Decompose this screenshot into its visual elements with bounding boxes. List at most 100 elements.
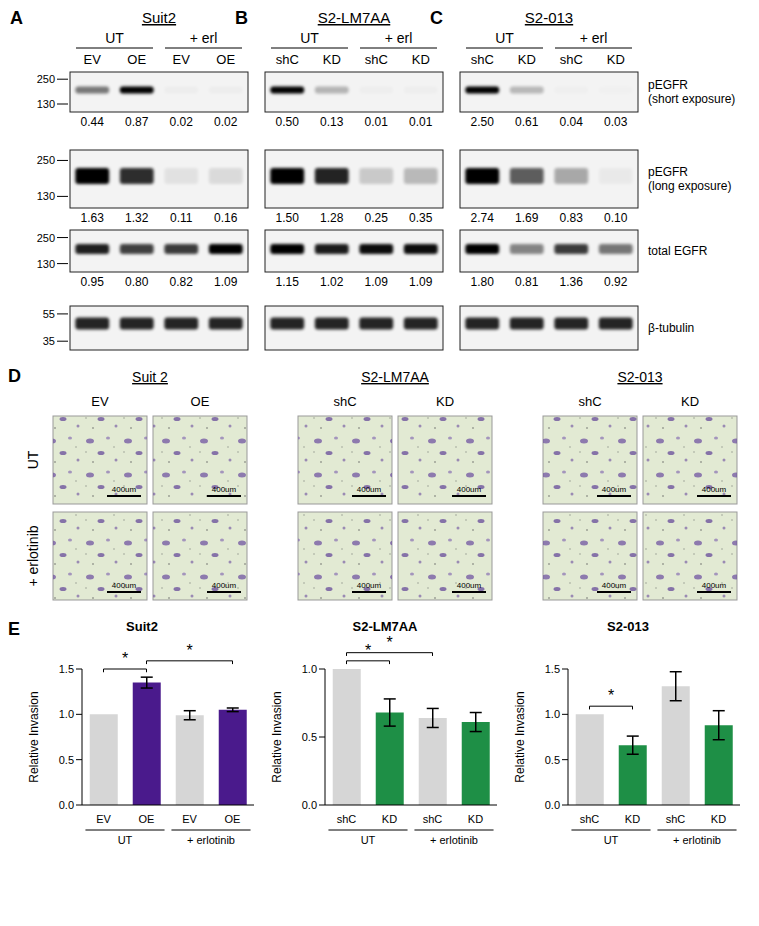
svg-text:+ erl: + erl (580, 30, 608, 46)
svg-text:D: D (8, 366, 21, 386)
svg-text:400um: 400um (457, 581, 482, 590)
svg-text:EV: EV (84, 52, 102, 67)
svg-text:shC: shC (580, 813, 600, 825)
svg-text:shC: shC (423, 813, 443, 825)
svg-text:1.02: 1.02 (320, 275, 344, 289)
svg-text:*: * (122, 650, 128, 667)
svg-text:1.0: 1.0 (545, 708, 560, 720)
svg-text:1.0: 1.0 (302, 663, 317, 675)
svg-text:0.01: 0.01 (365, 115, 389, 129)
svg-text:250: 250 (37, 154, 55, 166)
svg-text:UT: UT (495, 30, 514, 46)
svg-text:0.92: 0.92 (604, 275, 628, 289)
svg-text:0.01: 0.01 (409, 115, 433, 129)
svg-text:400um: 400um (602, 581, 627, 590)
svg-text:0.13: 0.13 (320, 115, 344, 129)
svg-text:Relative Invasion: Relative Invasion (270, 691, 284, 782)
svg-text:130: 130 (37, 258, 55, 270)
svg-text:1.5: 1.5 (59, 663, 74, 675)
svg-text:1.0: 1.0 (59, 708, 74, 720)
svg-text:Suit 2: Suit 2 (132, 369, 168, 385)
svg-text:KD: KD (607, 52, 625, 67)
svg-text:shC: shC (666, 813, 686, 825)
svg-text:EV: EV (91, 394, 109, 409)
svg-text:0.10: 0.10 (604, 211, 628, 225)
svg-text:B: B (235, 8, 248, 28)
svg-text:shC: shC (578, 394, 601, 409)
svg-text:+ erl: + erl (190, 30, 218, 46)
svg-text:+ erlotinib: + erlotinib (25, 525, 41, 586)
svg-text:1.32: 1.32 (125, 211, 149, 225)
svg-text:shC: shC (365, 52, 388, 67)
svg-text:*: * (608, 687, 614, 704)
svg-text:130: 130 (37, 98, 55, 110)
svg-text:*: * (186, 642, 192, 659)
svg-text:total EGFR: total EGFR (648, 244, 708, 258)
svg-text:1.09: 1.09 (409, 275, 433, 289)
svg-text:0.80: 0.80 (125, 275, 149, 289)
svg-text:0.0: 0.0 (545, 799, 560, 811)
svg-text:0.61: 0.61 (515, 115, 539, 129)
svg-text:UT: UT (25, 450, 41, 469)
svg-text:250: 250 (37, 232, 55, 244)
svg-text:0.35: 0.35 (409, 211, 433, 225)
svg-text:0.04: 0.04 (560, 115, 584, 129)
svg-text:EV: EV (173, 52, 191, 67)
svg-text:A: A (10, 8, 23, 28)
svg-text:400um: 400um (702, 485, 727, 494)
svg-text:0.11: 0.11 (170, 211, 193, 225)
svg-text:KD: KD (518, 52, 536, 67)
svg-text:*: * (386, 635, 392, 651)
svg-text:pEGFR: pEGFR (648, 165, 688, 179)
svg-text:Suit2: Suit2 (142, 9, 176, 26)
svg-text:C: C (430, 8, 443, 28)
svg-text:0.82: 0.82 (170, 275, 194, 289)
svg-text:+ erl: + erl (385, 30, 413, 46)
svg-text:UT: UT (604, 834, 619, 846)
svg-text:0.83: 0.83 (560, 211, 584, 225)
svg-text:Relative Invasion: Relative Invasion (513, 691, 527, 782)
svg-text:0.5: 0.5 (59, 754, 74, 766)
svg-text:0.87: 0.87 (125, 115, 149, 129)
svg-text:1.80: 1.80 (471, 275, 495, 289)
svg-text:400um: 400um (212, 485, 237, 494)
svg-text:400um: 400um (112, 485, 137, 494)
svg-text:400um: 400um (457, 485, 482, 494)
svg-text:KD: KD (468, 813, 483, 825)
svg-text:0.16: 0.16 (214, 211, 238, 225)
svg-text:1.28: 1.28 (320, 211, 344, 225)
svg-text:S2-LM7AA: S2-LM7AA (318, 9, 391, 26)
svg-text:S2-013: S2-013 (525, 9, 573, 26)
svg-text:1.63: 1.63 (81, 211, 105, 225)
svg-text:EV: EV (96, 813, 111, 825)
svg-text:pEGFR: pEGFR (648, 78, 688, 92)
svg-text:(long exposure): (long exposure) (648, 179, 731, 193)
svg-text:0.95: 0.95 (81, 275, 105, 289)
svg-text:0.5: 0.5 (545, 754, 560, 766)
svg-text:shC: shC (333, 394, 356, 409)
svg-text:KD: KD (323, 52, 341, 67)
svg-text:shC: shC (560, 52, 583, 67)
svg-text:+ erlotinib: + erlotinib (430, 834, 478, 846)
svg-text:1.09: 1.09 (365, 275, 389, 289)
svg-text:0.02: 0.02 (214, 115, 238, 129)
svg-text:UT: UT (105, 30, 124, 46)
svg-text:*: * (365, 642, 371, 659)
svg-text:0.5: 0.5 (302, 731, 317, 743)
svg-text:S2-LM7AA: S2-LM7AA (361, 369, 429, 385)
svg-text:1.36: 1.36 (560, 275, 584, 289)
svg-text:0.03: 0.03 (604, 115, 628, 129)
svg-text:1.09: 1.09 (214, 275, 238, 289)
svg-text:2.74: 2.74 (471, 211, 495, 225)
svg-text:KD: KD (412, 52, 430, 67)
svg-text:UT: UT (118, 834, 133, 846)
svg-text:(short exposure): (short exposure) (648, 92, 735, 106)
svg-text:Relative Invasion: Relative Invasion (27, 691, 41, 782)
svg-text:400um: 400um (702, 581, 727, 590)
svg-text:KD: KD (382, 813, 397, 825)
svg-text:OE: OE (139, 813, 155, 825)
svg-text:+ erlotinib: + erlotinib (673, 834, 721, 846)
svg-text:KD: KD (625, 813, 640, 825)
svg-text:1.69: 1.69 (515, 211, 539, 225)
svg-text:UT: UT (361, 834, 376, 846)
